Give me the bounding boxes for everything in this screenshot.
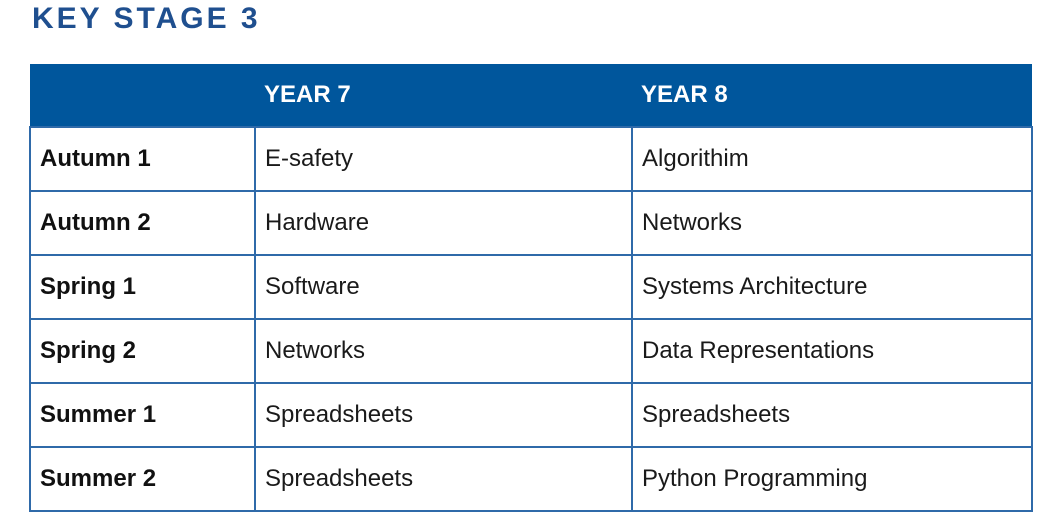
- year-8-cell: Spreadsheets: [631, 382, 1033, 448]
- term-cell: Summer 1: [29, 382, 256, 448]
- table-row: Autumn 2 Hardware Networks: [29, 190, 1033, 256]
- table-row: Spring 1 Software Systems Architecture: [29, 254, 1033, 320]
- year-8-cell: Data Representations: [631, 318, 1033, 384]
- year-7-cell: Spreadsheets: [254, 446, 633, 512]
- header-year-7: YEAR 7: [264, 81, 351, 108]
- year-8-cell: Systems Architecture: [631, 254, 1033, 320]
- year-7-cell: Hardware: [254, 190, 633, 256]
- table-body: Autumn 1 E-safety Algorithim Autumn 2 Ha…: [29, 126, 1033, 512]
- year-7-cell: E-safety: [254, 126, 633, 192]
- table-header: YEAR 7 YEAR 8: [30, 64, 1032, 127]
- year-7-cell: Networks: [254, 318, 633, 384]
- term-cell: Spring 2: [29, 318, 256, 384]
- table-row: Summer 1 Spreadsheets Spreadsheets: [29, 382, 1033, 448]
- header-term: [30, 64, 255, 127]
- year-8-cell: Algorithim: [631, 126, 1033, 192]
- year-7-cell: Spreadsheets: [254, 382, 633, 448]
- table-row: Summer 2 Spreadsheets Python Programming: [29, 446, 1033, 512]
- term-cell: Autumn 1: [29, 126, 256, 192]
- year-8-cell: Networks: [631, 190, 1033, 256]
- year-7-cell: Software: [254, 254, 633, 320]
- page-title: KEY STAGE 3: [32, 2, 261, 35]
- table-row: Spring 2 Networks Data Representations: [29, 318, 1033, 384]
- term-cell: Spring 1: [29, 254, 256, 320]
- term-cell: Autumn 2: [29, 190, 256, 256]
- term-cell: Summer 2: [29, 446, 256, 512]
- year-8-cell: Python Programming: [631, 446, 1033, 512]
- curriculum-table: YEAR 7 YEAR 8 Autumn 1 E-safety Algorith…: [29, 64, 1033, 512]
- table-row: Autumn 1 E-safety Algorithim: [29, 126, 1033, 192]
- header-row: YEAR 7 YEAR 8: [30, 64, 1032, 127]
- header-year-8: YEAR 8: [641, 81, 728, 108]
